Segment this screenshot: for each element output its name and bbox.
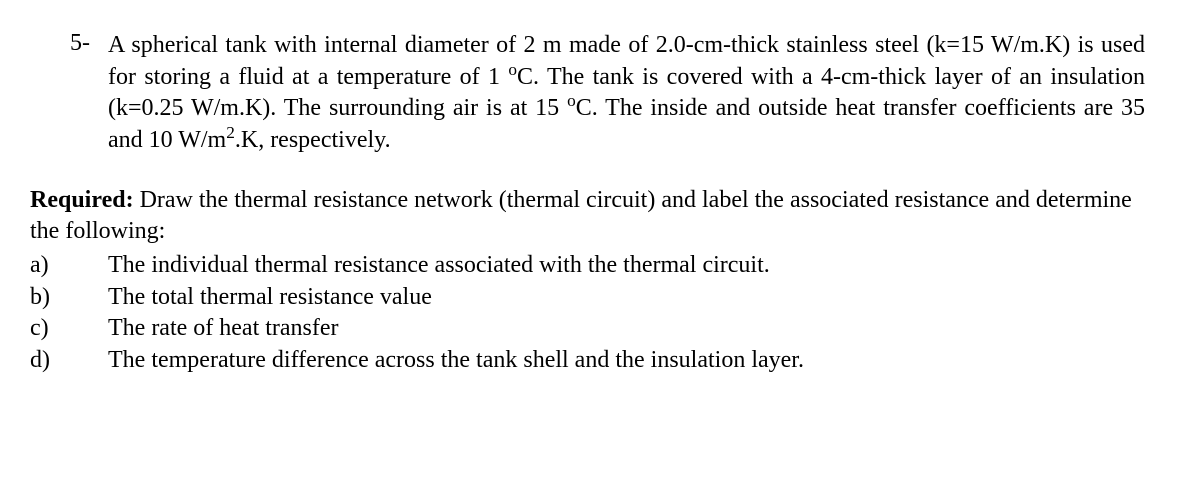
sub-items: a) The individual thermal resistance ass… — [30, 250, 1145, 377]
sub-item-b: b) The total thermal resistance value — [30, 282, 1145, 314]
sub-letter-d: d) — [30, 345, 108, 377]
problem-number: 5- — [30, 30, 108, 157]
problem-block: 5- A spherical tank with internal diamet… — [30, 30, 1145, 157]
sub-item-d: d) The temperature difference across the… — [30, 345, 1145, 377]
sub-item-a: a) The individual thermal resistance ass… — [30, 250, 1145, 282]
sub-letter-c: c) — [30, 313, 108, 345]
required-section: Required: Draw the thermal resistance ne… — [30, 185, 1145, 248]
sub-text-a: The individual thermal resistance associ… — [108, 250, 1145, 282]
squared-symbol: 2 — [226, 123, 235, 142]
degree-symbol-1: o — [508, 60, 517, 79]
required-intro: Draw the thermal resistance network (the… — [30, 187, 1132, 245]
sub-item-c: c) The rate of heat transfer — [30, 313, 1145, 345]
sub-text-c: The rate of heat transfer — [108, 313, 1145, 345]
sub-text-b: The total thermal resistance value — [108, 282, 1145, 314]
sub-letter-a: a) — [30, 250, 108, 282]
sub-letter-b: b) — [30, 282, 108, 314]
required-label: Required: — [30, 187, 134, 213]
problem-text: A spherical tank with internal diameter … — [108, 30, 1145, 157]
sub-text-d: The temperature difference across the ta… — [108, 345, 1145, 377]
degree-symbol-2: o — [567, 91, 576, 110]
problem-text-p4: .K, respectively. — [235, 127, 391, 153]
